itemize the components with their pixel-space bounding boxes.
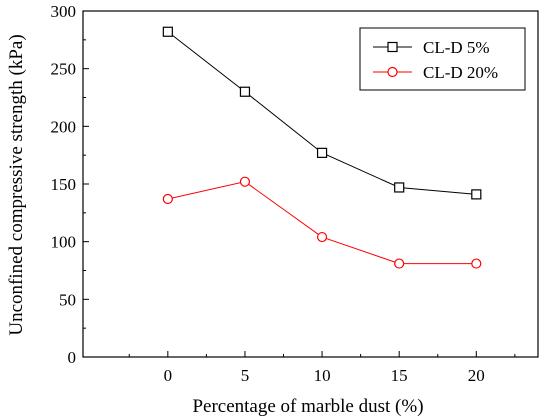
legend-marker-square xyxy=(387,41,398,53)
x-tick-label: 10 xyxy=(314,366,331,385)
legend-marker-circle xyxy=(387,66,398,78)
y-tick-label: 250 xyxy=(51,60,77,79)
y-tick-label: 150 xyxy=(51,175,77,194)
series-layer xyxy=(162,26,482,269)
x-axis-title: Percentage of marble dust (%) xyxy=(192,396,423,417)
data-point-square xyxy=(394,182,405,193)
data-point-square xyxy=(316,147,328,158)
data-point-circle xyxy=(394,258,405,269)
data-point-circle xyxy=(471,258,482,269)
data-point-square xyxy=(162,26,173,37)
x-tick-label: 15 xyxy=(391,366,408,385)
legend: CL-D 5% CL-D 20% xyxy=(359,27,526,91)
y-tick-label: 50 xyxy=(59,290,76,309)
legend-label: CL-D 5% xyxy=(423,38,490,57)
data-point-square xyxy=(239,86,251,97)
legend-label: CL-D 20% xyxy=(423,63,498,82)
x-tick-label: 20 xyxy=(468,366,485,385)
data-point-circle xyxy=(162,193,173,205)
data-point-circle xyxy=(239,176,251,187)
y-axis-title: Unconfined compressive strength (kPa) xyxy=(6,34,27,335)
legend-box xyxy=(359,27,526,91)
y-tick-label: 100 xyxy=(51,233,77,252)
axes: 0 50 100 150 200 250 300 0 5 10 15 20 xyxy=(51,2,539,385)
y-tick-label: 0 xyxy=(68,348,77,367)
y-tick-label: 200 xyxy=(51,117,77,136)
x-tick-label: 0 xyxy=(164,366,173,385)
series-line-2 xyxy=(167,181,477,265)
y-tick-label: 300 xyxy=(51,2,77,21)
data-point-circle xyxy=(316,231,328,243)
x-tick-label: 5 xyxy=(241,366,250,385)
data-point-square xyxy=(471,189,482,200)
